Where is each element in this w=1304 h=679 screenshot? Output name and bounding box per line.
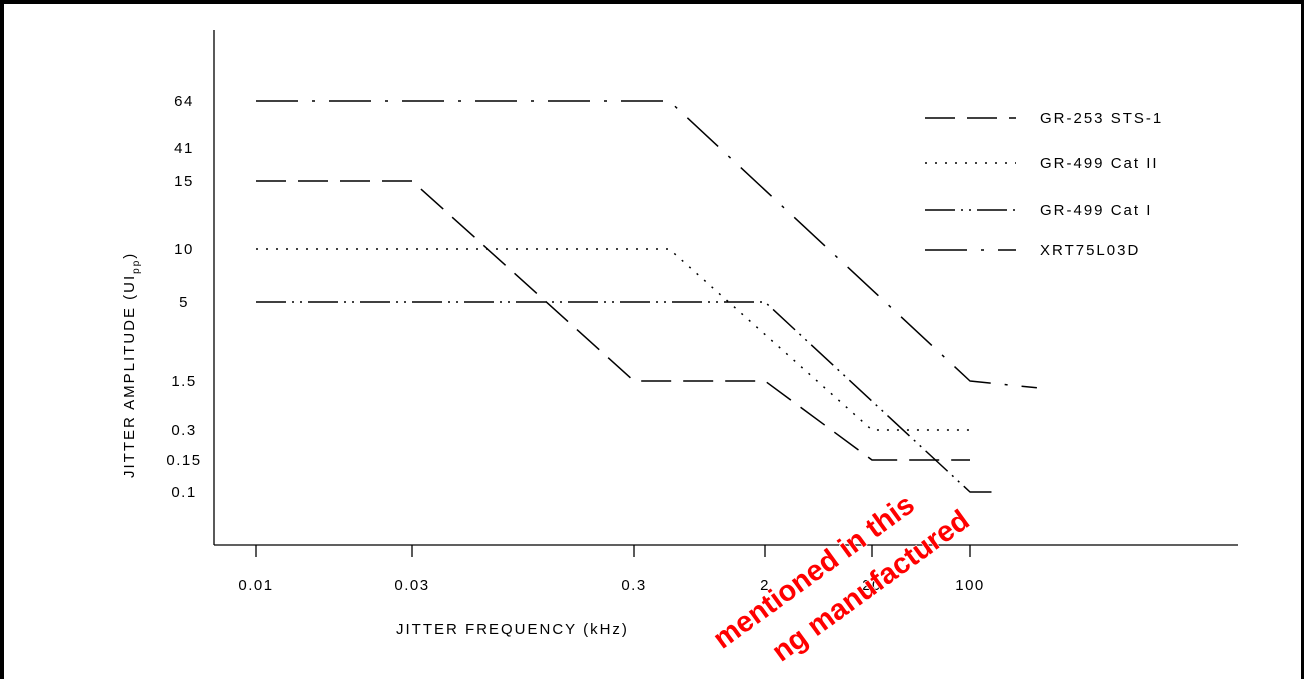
- y-axis-title-subscript: pp: [131, 259, 142, 274]
- y-tick-label: 5: [179, 294, 189, 311]
- legend-label: GR-253 STS-1: [1040, 110, 1163, 127]
- x-tick-label: 0.03: [394, 577, 429, 594]
- y-tick-label: 0.3: [171, 422, 196, 439]
- series-lines: [256, 100, 1037, 493]
- y-tick-label: 41: [174, 140, 194, 157]
- y-tick-labels: 64 41 15 10 5 1.5 0.3 0.15 0.1: [166, 93, 201, 501]
- x-tick-label: 0.01: [238, 577, 273, 594]
- y-axis-title-main: JITTER AMPLITUDE (UI: [121, 274, 138, 478]
- x-tick-label: 0.3: [621, 577, 646, 594]
- legend-label: GR-499 Cat I: [1040, 202, 1152, 219]
- legend-label: XRT75L03D: [1040, 242, 1140, 259]
- y-tick-label: 1.5: [171, 373, 196, 390]
- y-tick-label: 10: [174, 241, 194, 258]
- y-tick-label: 15: [174, 173, 194, 190]
- axes: [213, 30, 1238, 546]
- watermark: mentioned in this ng manufactured: [707, 488, 976, 669]
- series-line: [256, 301, 995, 493]
- y-axis-title: JITTER AMPLITUDE (UIpp): [121, 252, 142, 478]
- y-axis-title-close: ): [121, 252, 138, 259]
- legend-label: GR-499 Cat II: [1040, 155, 1159, 172]
- x-tick-label: 2: [760, 577, 770, 594]
- series-line: [256, 248, 970, 431]
- series-line: [256, 100, 1037, 389]
- y-tick-label: 0.1: [171, 484, 196, 501]
- y-tick-label: 64: [174, 93, 194, 110]
- x-axis-title: JITTER FREQUENCY (kHz): [396, 621, 629, 638]
- y-tick-label: 0.15: [166, 452, 201, 469]
- legend: GR-253 STS-1 GR-499 Cat II GR-499 Cat I XRT…: [925, 110, 1163, 259]
- series-line: [256, 180, 970, 461]
- x-tick-label: 20: [862, 577, 882, 594]
- x-tick-labels: 0.01 0.03 0.3 2 20 100: [238, 545, 985, 594]
- x-tick-label: 100: [955, 577, 985, 594]
